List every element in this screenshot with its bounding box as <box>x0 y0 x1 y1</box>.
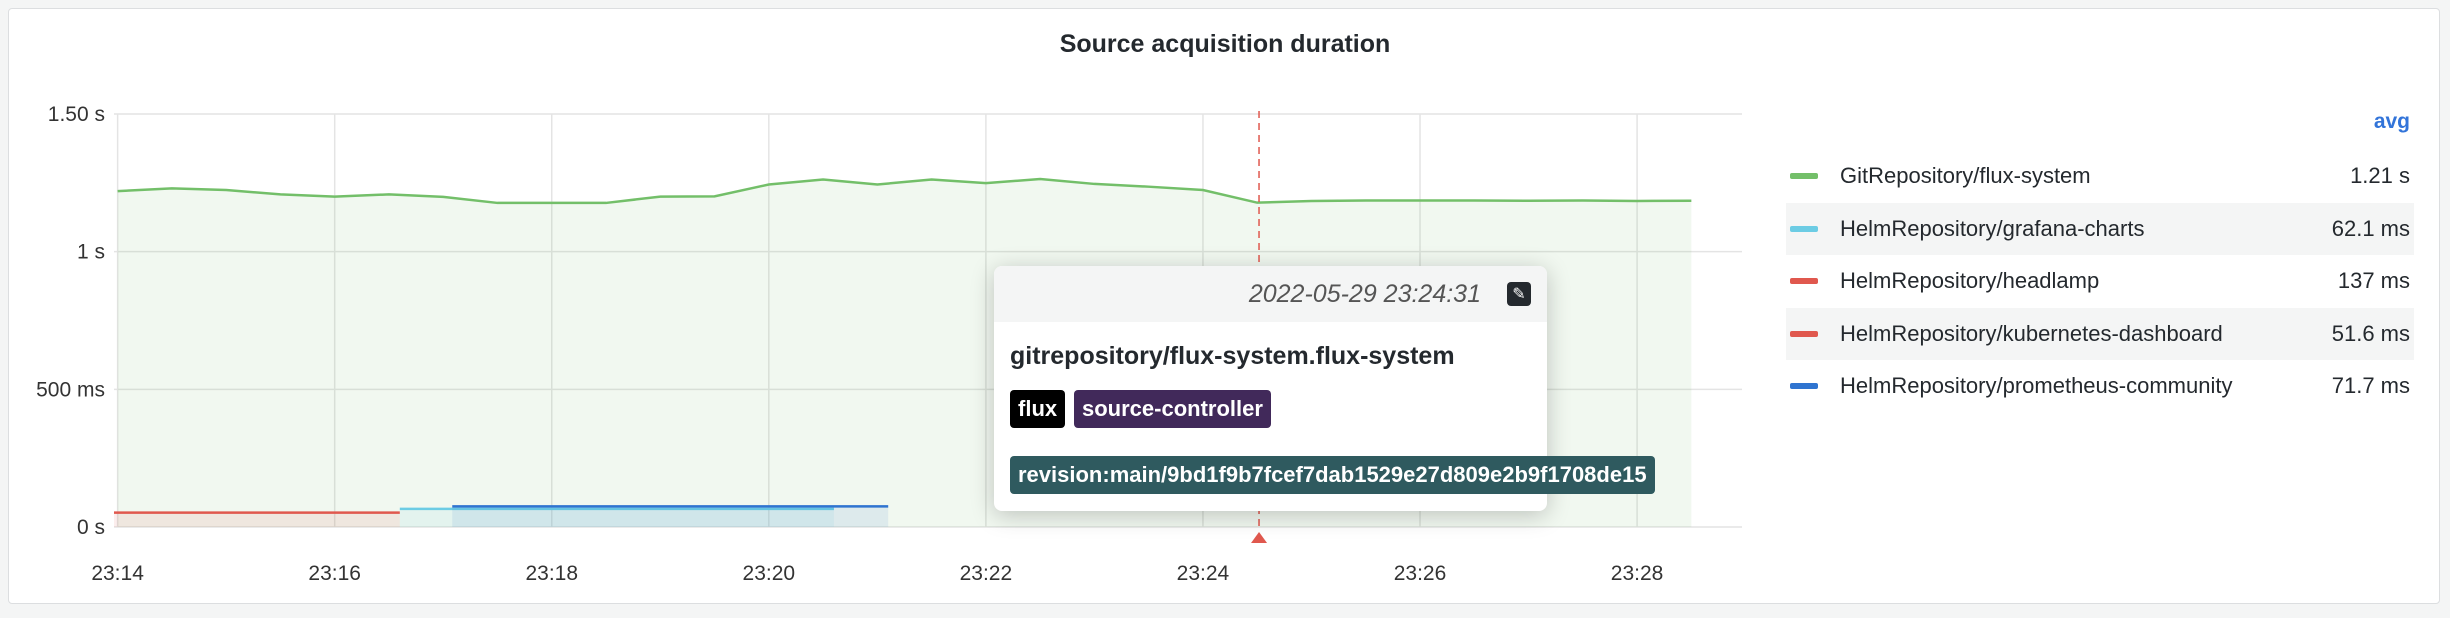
legend-item-name: HelmRepository/grafana-charts <box>1840 215 2145 241</box>
annotation-marker[interactable] <box>1251 532 1268 543</box>
legend-item-avg: 71.7 ms <box>2331 373 2410 399</box>
legend-item-avg: 137 ms <box>2337 268 2410 294</box>
legend-item-avg: 51.6 ms <box>2331 320 2410 346</box>
legend-item[interactable]: GitRepository/flux-system 1.21 s <box>1786 150 2414 203</box>
tag-source-controller: source-controller <box>1074 390 1271 428</box>
series-color-swatch[interactable] <box>1790 330 1818 337</box>
x-tick-label: 23:18 <box>525 562 578 585</box>
tooltip-timestamp: 2022-05-29 23:24:31 <box>1248 279 1481 308</box>
tag-revision: revision:main/9bd1f9b7fcef7dab1529e27d80… <box>1010 456 1655 494</box>
legend-item-name: GitRepository/flux-system <box>1840 163 2091 189</box>
tooltip-text: gitrepository/flux-system.flux-system <box>1010 342 1455 370</box>
x-tick-label: 23:28 <box>1611 562 1664 585</box>
legend-item[interactable]: HelmRepository/headlamp 137 ms <box>1786 255 2414 308</box>
legend-item-name: HelmRepository/kubernetes-dashboard <box>1840 320 2223 346</box>
x-tick-label: 23:22 <box>960 562 1013 585</box>
series-area <box>114 512 400 527</box>
y-tick-label: 1.50 s <box>48 103 105 126</box>
x-tick-label: 23:24 <box>1177 562 1230 585</box>
x-tick-label: 23:26 <box>1394 562 1447 585</box>
series-area <box>399 508 834 527</box>
series-area <box>452 506 889 527</box>
y-tick-label: 500 ms <box>36 378 105 401</box>
y-tick-label: 0 s <box>77 516 105 539</box>
series-color-swatch[interactable] <box>1790 225 1818 232</box>
series-line <box>117 177 1692 205</box>
tag-flux: flux <box>1010 390 1066 428</box>
panel-title: Source acquisition duration <box>1059 30 1391 58</box>
series-color-swatch[interactable] <box>1790 173 1818 180</box>
x-tick-label: 23:16 <box>308 562 361 585</box>
series-color-swatch[interactable] <box>1790 383 1818 390</box>
x-tick-label: 23:14 <box>91 562 144 585</box>
tooltip-header: 2022-05-29 23:24:31 ✎ <box>994 266 1547 322</box>
legend-item-avg: 1.21 s <box>2350 163 2410 189</box>
pencil-icon[interactable]: ✎ <box>1507 282 1531 306</box>
y-tick-label: 1 s <box>77 241 105 264</box>
x-tick-label: 23:20 <box>743 562 796 585</box>
legend-avg-header[interactable]: avg <box>2373 110 2410 133</box>
legend: avg GitRepository/flux-system 1.21 s HelmR… <box>1786 110 2414 413</box>
series-color-swatch[interactable] <box>1790 278 1818 285</box>
legend-item[interactable]: HelmRepository/prometheus-community 71.7 … <box>1786 360 2414 413</box>
legend-item-name: HelmRepository/prometheus-community <box>1840 373 2233 399</box>
legend-item[interactable]: HelmRepository/kubernetes-dashboard 51.6 … <box>1786 307 2414 360</box>
legend-item-name: HelmRepository/headlamp <box>1840 268 2100 294</box>
legend-item-avg: 62.1 ms <box>2331 215 2410 241</box>
annotation-tooltip: 2022-05-29 23:24:31 ✎ gitrepository/flux… <box>994 266 1655 511</box>
legend-item[interactable]: HelmRepository/grafana-charts 62.1 ms <box>1786 202 2414 255</box>
